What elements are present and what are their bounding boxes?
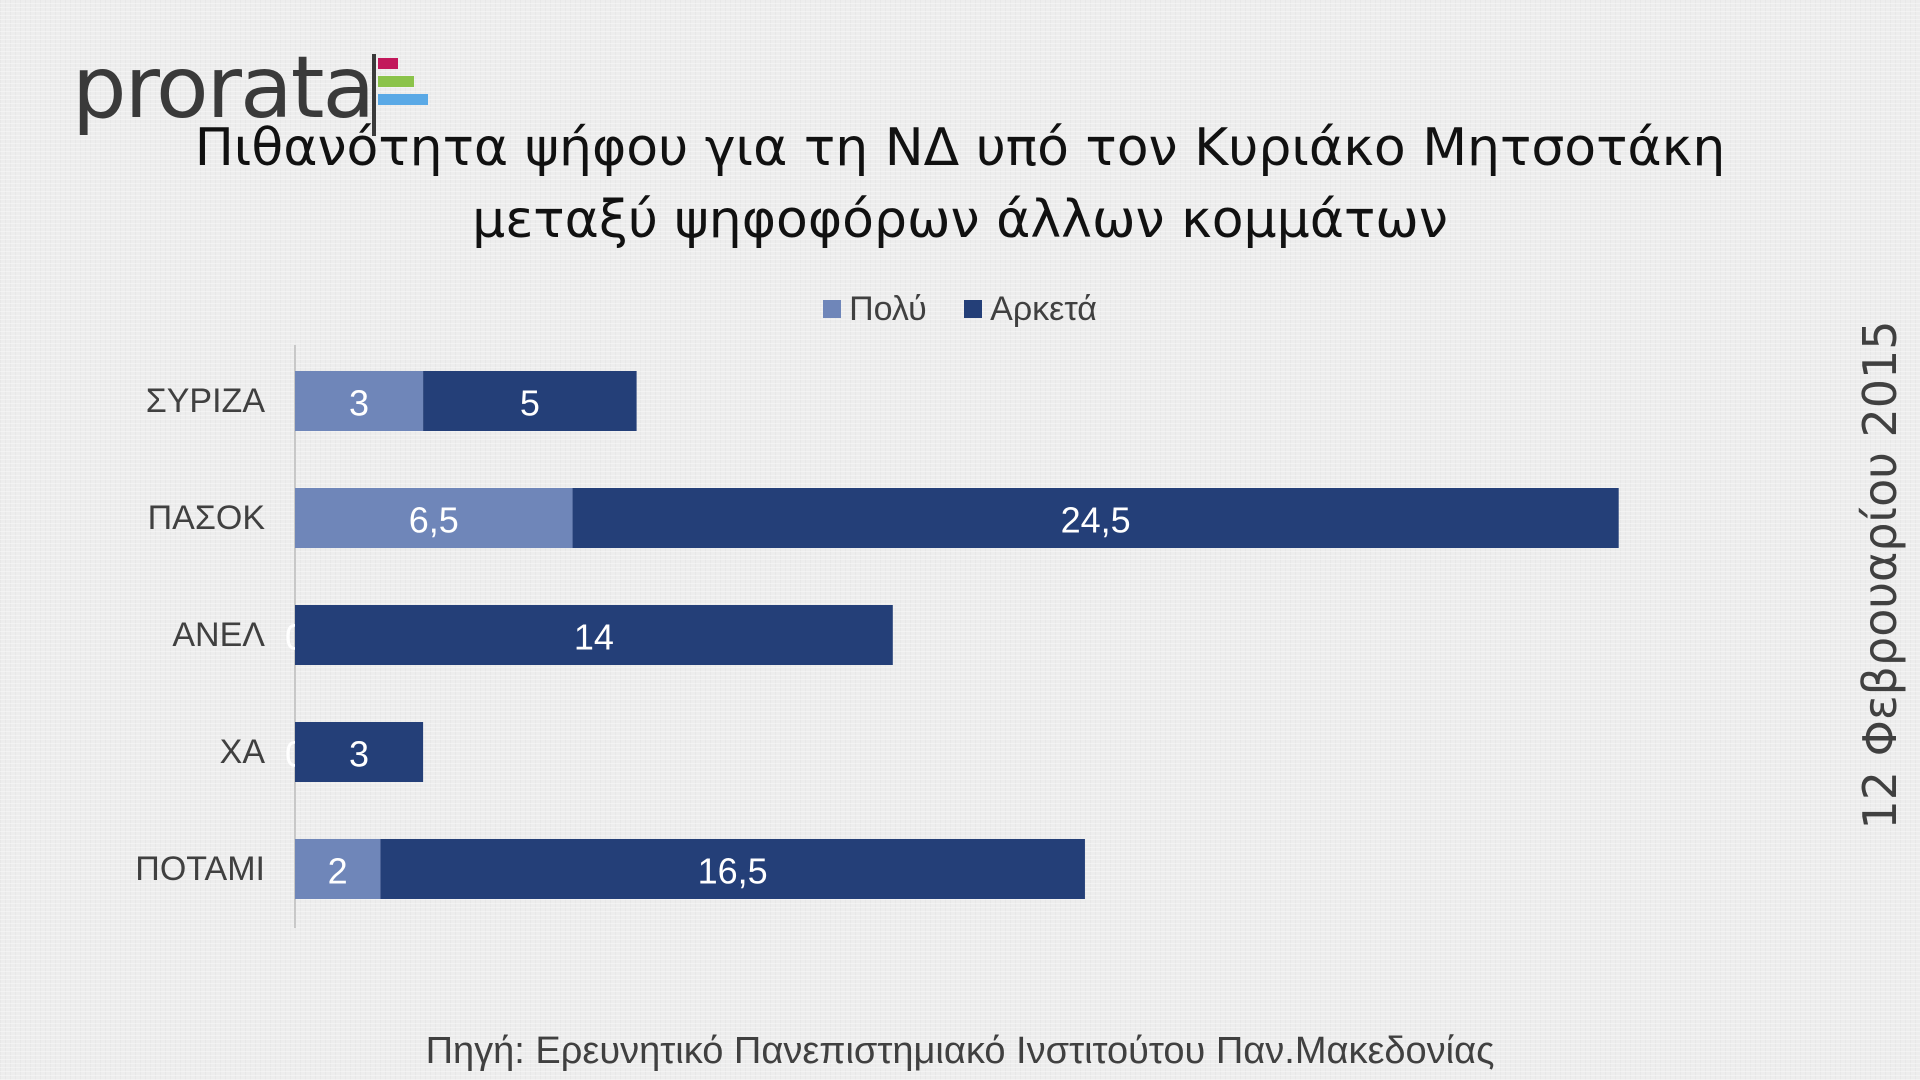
logo-wordmark: prorata — [72, 38, 375, 138]
chart-title: Πιθανότητα ψήφου για τη ΝΔ υπό τον Κυριά… — [160, 112, 1760, 256]
legend-item-arketa: Αρκετά — [964, 290, 1097, 329]
data-label-polu-cat-4: 2 — [328, 851, 348, 892]
category-label-cat-4: ΠΟΤΑΜΙ — [135, 850, 265, 888]
legend-label-polu: Πολύ — [849, 289, 927, 328]
chart-title-line-1: Πιθανότητα ψήφου για τη ΝΔ υπό τον Κυριά… — [194, 118, 1726, 178]
legend-swatch-polu — [823, 300, 842, 318]
logo-bar-magenta — [378, 58, 398, 69]
logo-vertical-line — [372, 54, 376, 136]
data-label-arketa-cat-1: 24,5 — [1061, 500, 1131, 541]
category-label-cat-0: ΣΥΡΙΖΑ — [146, 382, 266, 420]
category-label-cat-1: ΠΑΣΟΚ — [148, 499, 266, 537]
category-label-cat-2: ΑΝΕΛ — [172, 616, 265, 654]
bar-polu-cat-4 — [295, 839, 381, 899]
bar-arketa-cat-3 — [295, 722, 424, 782]
data-label-arketa-cat-4: 16,5 — [698, 851, 768, 892]
logo-bars-graphic — [372, 54, 428, 136]
bar-arketa-cat-0 — [423, 371, 637, 431]
bar-arketa-cat-2 — [295, 605, 893, 665]
bar-polu-cat-0 — [295, 371, 424, 431]
data-label-arketa-cat-3: 3 — [349, 734, 369, 775]
bar-polu-cat-1 — [295, 488, 573, 548]
date-label: 12 Φεβρουαρίου 2015 — [1853, 320, 1907, 830]
source-text: Πηγή: Ερευνητικό Πανεπιστημιακό Ινστιτού… — [425, 1030, 1495, 1072]
category-label-cat-3: ΧΑ — [220, 733, 266, 771]
legend-swatch-arketa — [964, 300, 983, 318]
chart-title-line-2: μεταξύ ψηφοφόρων άλλων κομμάτων — [472, 190, 1448, 250]
data-label-arketa-cat-2: 14 — [574, 617, 614, 658]
chart-legend: Πολύ Αρκετά — [0, 288, 1920, 329]
data-label-arketa-cat-0: 5 — [520, 383, 540, 424]
legend-label-arketa: Αρκετά — [990, 289, 1097, 328]
data-label-polu-cat-1: 6,5 — [409, 500, 459, 541]
bar-arketa-cat-1 — [572, 488, 1619, 548]
prorata-logo: prorata — [72, 38, 452, 138]
data-label-polu-cat-0: 3 — [349, 383, 369, 424]
logo-bar-green — [378, 76, 414, 87]
legend-item-polu: Πολύ — [823, 290, 927, 329]
logo-bar-blue — [378, 94, 428, 105]
bar-arketa-cat-4 — [380, 839, 1085, 899]
